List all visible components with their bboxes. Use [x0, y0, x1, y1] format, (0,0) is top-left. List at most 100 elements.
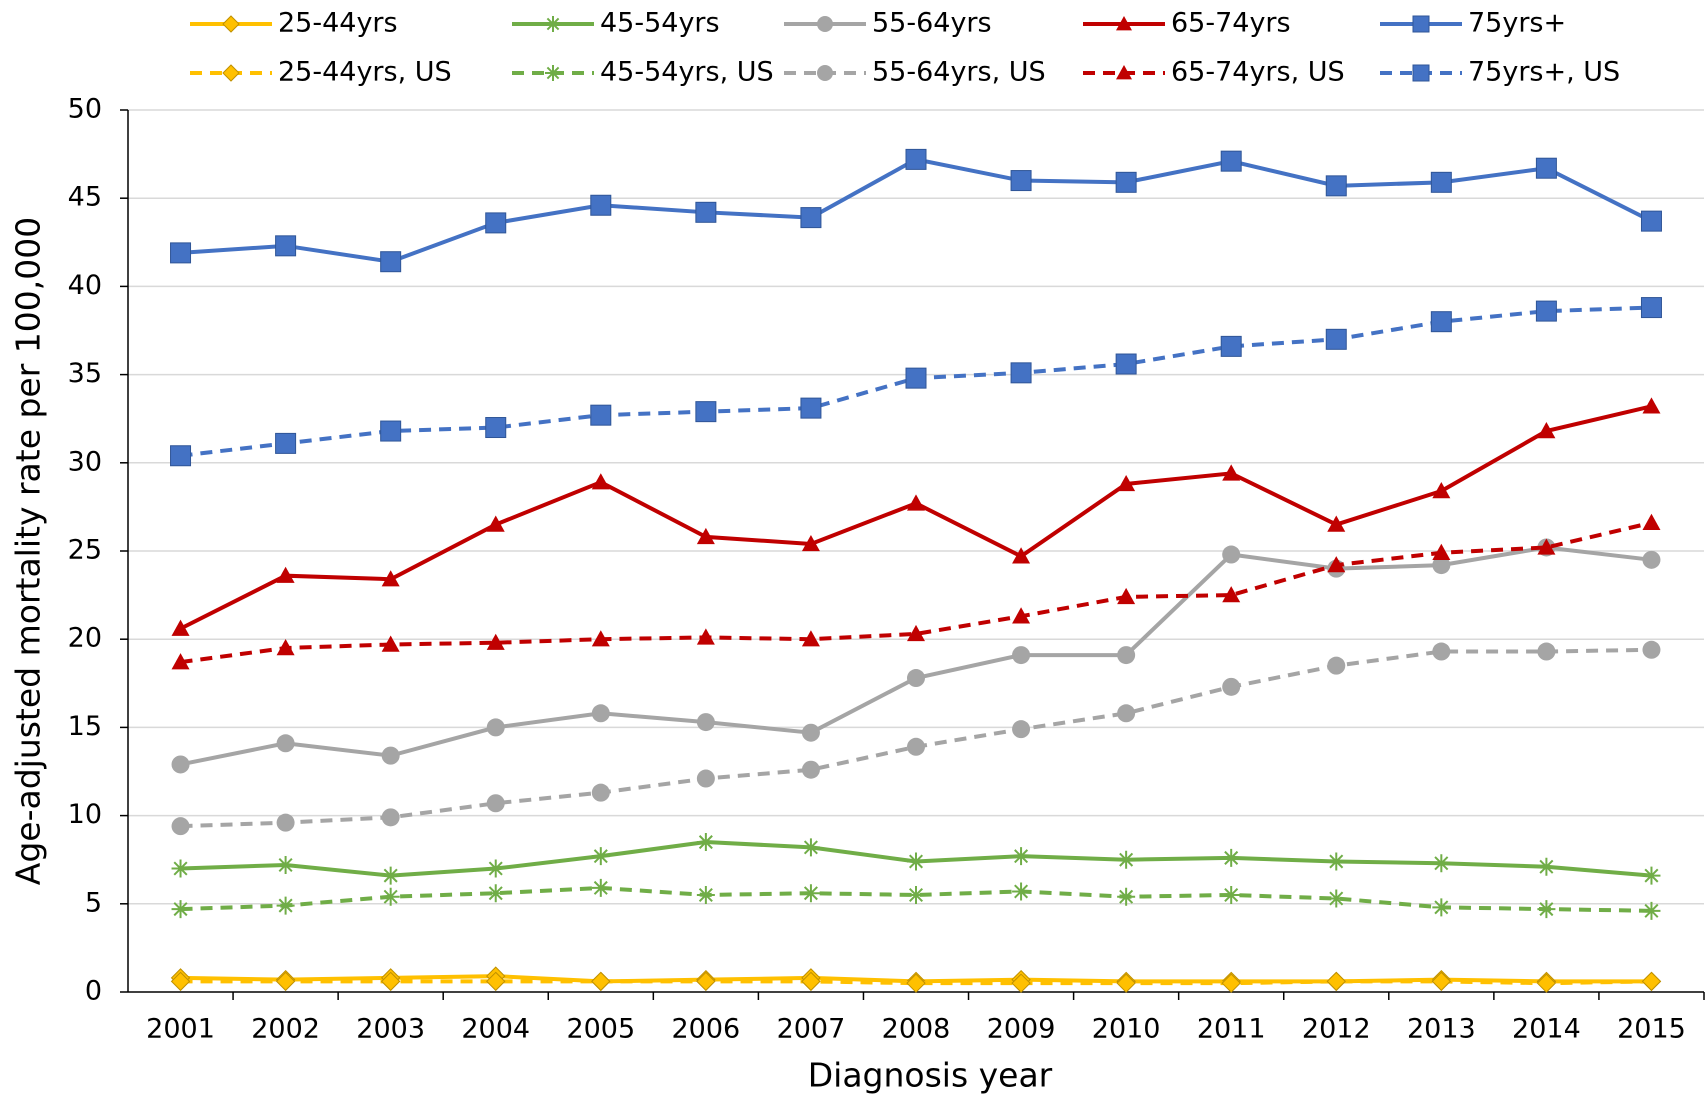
legend-marker	[1412, 64, 1430, 82]
data-point	[801, 884, 820, 903]
data-point	[486, 515, 505, 532]
data-point	[1012, 882, 1031, 901]
data-point	[485, 417, 507, 439]
x-tick-label: 2008	[882, 1014, 951, 1045]
y-tick-label: 10	[68, 799, 102, 830]
data-point	[1535, 300, 1557, 322]
series-line	[180, 157, 1653, 264]
legend-label: 45-54yrs, US	[600, 57, 774, 88]
data-point	[1117, 474, 1136, 492]
data-point	[1117, 850, 1136, 869]
legend-marker	[222, 15, 240, 33]
series-line	[180, 979, 1652, 986]
data-point	[1221, 973, 1241, 993]
data-point	[696, 885, 715, 904]
data-point	[276, 734, 295, 753]
data-point	[1432, 854, 1451, 873]
data-point	[381, 635, 400, 652]
data-point	[906, 973, 926, 993]
data-point	[1326, 971, 1346, 992]
data-point	[381, 746, 400, 765]
data-point	[696, 971, 716, 992]
legend-marker	[1116, 65, 1132, 80]
legend-label: 75yrs+, US	[1468, 57, 1620, 88]
data-point	[275, 432, 297, 454]
x-tick-label: 2007	[777, 1014, 846, 1045]
data-point	[907, 624, 925, 642]
x-tick-label: 2009	[987, 1014, 1056, 1045]
data-point	[486, 971, 506, 992]
legend-label: 65-74yrs	[1171, 8, 1291, 39]
data-point	[1430, 171, 1452, 193]
data-point	[171, 900, 190, 919]
data-point	[591, 847, 610, 866]
data-point	[801, 534, 820, 552]
series-line	[180, 885, 1652, 913]
data-point	[1537, 642, 1556, 661]
x-tick-label: 2006	[672, 1014, 741, 1045]
data-point	[801, 760, 820, 779]
data-point	[1327, 556, 1346, 573]
data-point	[486, 884, 505, 903]
data-point	[905, 148, 927, 170]
data-point	[1537, 857, 1556, 876]
data-point	[1327, 889, 1346, 908]
data-point	[171, 653, 190, 670]
data-point	[1222, 545, 1241, 564]
data-point	[276, 896, 295, 915]
data-point	[696, 527, 715, 545]
legend-label: 45-54yrs	[600, 8, 720, 39]
data-point	[486, 859, 505, 878]
data-point	[905, 367, 927, 389]
data-point	[1325, 328, 1347, 350]
series-line	[180, 520, 1652, 665]
data-point	[171, 619, 190, 636]
data-point	[1117, 587, 1136, 605]
data-point	[907, 494, 925, 511]
data-point	[1640, 297, 1662, 319]
data-point	[591, 704, 610, 723]
data-point	[171, 755, 190, 774]
data-point	[1222, 586, 1241, 603]
legend-marker	[1412, 15, 1430, 33]
y-tick-label: 35	[68, 358, 102, 389]
data-point	[801, 971, 821, 992]
x-tick-label: 2015	[1617, 1014, 1686, 1045]
data-point	[1642, 397, 1661, 414]
data-point	[1115, 171, 1137, 193]
data-point	[1432, 898, 1451, 917]
data-point	[276, 566, 295, 583]
data-point	[486, 794, 505, 813]
data-point	[696, 713, 715, 732]
data-point	[276, 855, 295, 874]
legend-label: 55-64yrs, US	[872, 57, 1046, 88]
data-point	[801, 838, 820, 857]
data-point	[591, 878, 610, 897]
data-point	[801, 723, 820, 742]
y-tick-label: 20	[68, 623, 102, 654]
data-point	[1010, 362, 1032, 384]
x-tick-label: 2010	[1092, 1014, 1161, 1045]
data-point	[1011, 973, 1031, 993]
legend-marker	[817, 65, 833, 81]
data-point	[1640, 210, 1662, 232]
series-line	[180, 545, 1652, 767]
legend-label: 65-74yrs, US	[1171, 57, 1345, 88]
data-point	[907, 737, 925, 756]
y-tick-label: 15	[68, 711, 102, 742]
data-point	[907, 852, 925, 871]
data-point	[1430, 311, 1452, 333]
data-point	[907, 669, 925, 688]
data-point	[170, 242, 192, 264]
y-tick-label: 5	[85, 887, 102, 918]
y-tick-label: 30	[68, 446, 102, 477]
data-point	[1012, 847, 1031, 866]
data-point	[1220, 335, 1242, 357]
data-point	[1642, 866, 1661, 885]
data-point	[591, 630, 610, 647]
data-point	[800, 397, 822, 419]
x-tick-label: 2005	[566, 1014, 635, 1045]
data-point	[275, 971, 296, 992]
data-point	[1222, 848, 1241, 867]
